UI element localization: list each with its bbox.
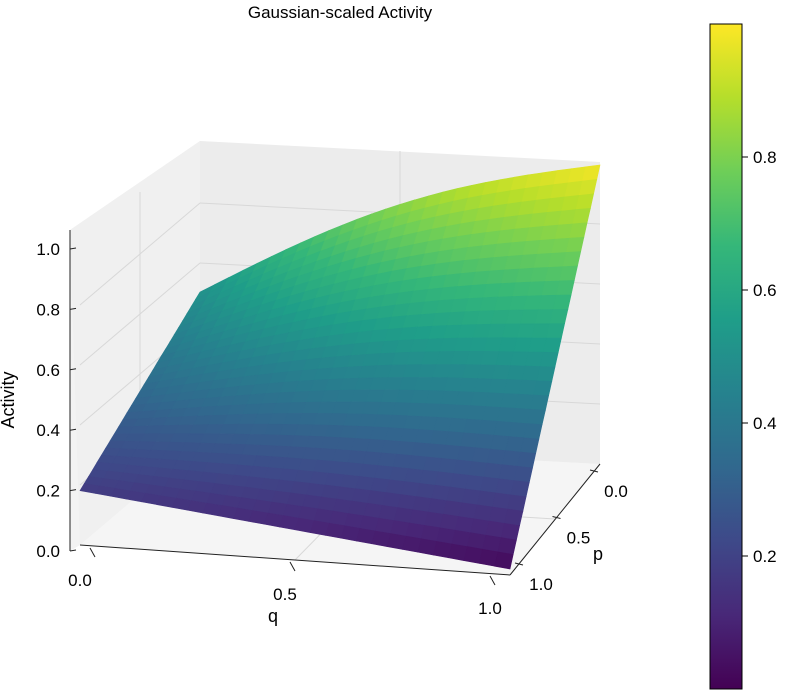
p-tick-label: 0.0 <box>604 482 628 501</box>
z-tick-mark <box>69 489 77 492</box>
colorbar-ticks: 0.2 0.4 0.6 0.8 <box>742 148 777 566</box>
colorbar-tick-label: 0.2 <box>753 547 777 566</box>
q-tick-label: 0.0 <box>68 571 92 590</box>
colorbar-tick-label: 0.6 <box>753 281 777 300</box>
q-axis-ticks: 0.0 0.5 1.0 <box>68 547 502 618</box>
p-axis-label: p <box>593 544 603 564</box>
z-tick-mark <box>69 307 77 310</box>
p-tick-label: 0.5 <box>567 529 591 548</box>
colorbar-tick-label: 0.8 <box>753 148 777 167</box>
z-tick-label: 0.4 <box>36 421 60 440</box>
surface-patch <box>517 451 537 469</box>
colorbar-tick-label: 0.4 <box>753 414 777 433</box>
p-tick-label: 1.0 <box>529 575 553 594</box>
surface-patch <box>520 437 540 454</box>
surface-patch <box>510 480 530 498</box>
surface-patch <box>523 423 543 440</box>
surface-patch <box>536 366 556 382</box>
surface-patch <box>546 323 565 339</box>
q-tick-mark <box>289 561 296 572</box>
z-tick-label: 0.2 <box>36 482 60 501</box>
surface-patch <box>533 380 553 397</box>
z-tick-mark <box>69 428 77 431</box>
p-tick-mark <box>552 516 561 519</box>
z-axis-label: Activity <box>0 371 18 428</box>
surface-patch <box>559 265 578 282</box>
surface-patch <box>494 551 514 570</box>
surface-patch <box>539 351 559 368</box>
p-tick-mark <box>589 469 599 473</box>
surface-patch <box>507 494 527 512</box>
z-tick-mark <box>69 247 77 250</box>
q-axis-line <box>79 544 511 576</box>
z-tick-label: 0.6 <box>36 361 60 380</box>
surface-patch <box>513 465 533 483</box>
p-tick-mark <box>514 562 524 566</box>
q-tick-label: 0.5 <box>273 585 297 604</box>
colorbar <box>709 23 743 690</box>
surface-patch <box>549 308 569 325</box>
p-axis-line <box>509 463 601 576</box>
z-tick-label: 0.8 <box>36 300 60 319</box>
surface-patch <box>526 408 546 426</box>
z-tick-label: 0.0 <box>36 542 60 561</box>
axis-lines <box>69 230 601 576</box>
q-tick-mark <box>489 575 496 586</box>
surface-patch <box>500 523 520 541</box>
q-tick-label: 1.0 <box>478 599 502 618</box>
z-tick-mark <box>69 368 77 371</box>
z-tick-label: 1.0 <box>36 240 60 259</box>
z-axis-ticks: 0.0 0.2 0.4 0.6 0.8 1.0 <box>36 240 77 561</box>
p-axis-ticks: 0.0 0.5 1.0 <box>514 469 628 594</box>
z-tick-mark <box>69 549 77 552</box>
chart-title: Gaussian-scaled Activity <box>248 3 433 22</box>
surface-patch <box>552 294 572 310</box>
surface-patch <box>504 508 524 527</box>
q-tick-mark <box>89 547 96 558</box>
surface-patch <box>543 337 562 353</box>
surface-patch <box>530 394 549 411</box>
surface-patch <box>497 537 517 555</box>
q-axis-label: q <box>268 606 278 626</box>
surface-patch <box>562 251 582 268</box>
surface-patch <box>556 280 575 296</box>
activity-surface <box>79 164 601 570</box>
